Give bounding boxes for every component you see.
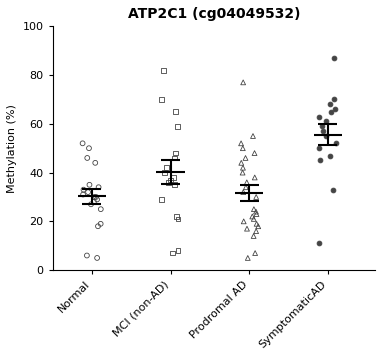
Point [241,218,247,224]
Point [96,184,102,190]
Point [255,223,261,229]
Point [252,175,258,180]
Point [170,175,176,180]
Point [175,216,181,222]
Point [175,248,181,253]
Point [85,189,91,195]
Point [92,160,98,166]
Point [251,233,257,239]
Point [159,197,165,202]
Point [243,155,249,161]
Point [245,255,251,261]
Point [173,109,179,115]
Point [159,97,165,102]
Point [84,155,90,161]
Y-axis label: Methylation (%): Methylation (%) [7,104,17,193]
Point [244,226,250,232]
Point [238,160,244,166]
Point [171,182,177,188]
Point [174,124,180,129]
Point [251,216,257,222]
Point [91,199,97,205]
Point [86,182,92,188]
Point [252,250,258,256]
Point [97,221,104,227]
Point [240,189,246,195]
Point [319,124,325,129]
Point [332,106,338,112]
Point [251,150,257,156]
Point [243,184,249,190]
Point [253,228,259,234]
Point [240,145,246,151]
Point [79,140,86,146]
Point [94,197,100,202]
Point [317,157,323,163]
Point [244,180,250,185]
Point [316,145,322,151]
Point [330,97,337,102]
Point [254,221,260,227]
Point [253,194,259,200]
Point [253,211,259,217]
Point [91,194,97,200]
Point [95,223,101,229]
Point [93,194,99,200]
Point [84,253,90,258]
Point [162,170,168,175]
Point [328,109,334,115]
Point [240,170,246,175]
Point [327,101,333,107]
Point [238,140,244,146]
Point [173,213,180,219]
Point [240,80,246,85]
Point [324,133,330,139]
Point [86,145,92,151]
Point [98,206,104,212]
Point [316,241,322,246]
Point [172,155,178,161]
Point [316,114,322,119]
Point [249,213,255,219]
Point [240,165,246,171]
Point [168,177,174,183]
Point [173,150,179,156]
Point [81,187,87,192]
Point [80,192,86,197]
Point [330,187,336,192]
Point [327,153,333,159]
Point [165,180,171,185]
Point [331,55,337,61]
Point [163,165,169,171]
Point [333,140,339,146]
Point [160,67,166,73]
Point [253,209,259,215]
Point [250,133,256,139]
Point [323,119,329,124]
Title: ATP2C1 (cg04049532): ATP2C1 (cg04049532) [128,7,300,21]
Point [94,255,100,261]
Point [251,206,257,212]
Point [320,128,326,134]
Point [88,201,94,207]
Point [169,250,175,256]
